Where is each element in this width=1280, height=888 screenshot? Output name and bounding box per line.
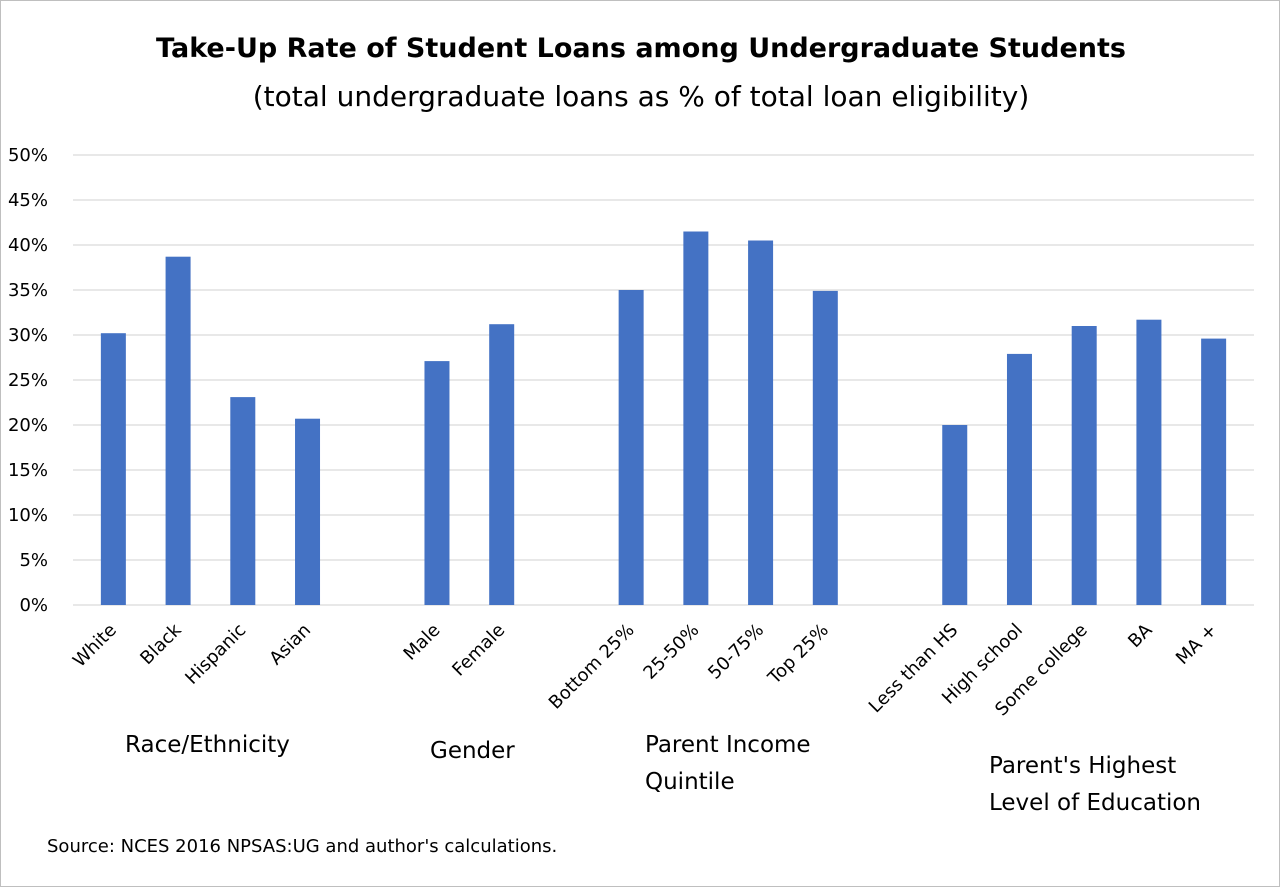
bar (165, 256, 191, 605)
x-tick-label: 25-50% (639, 620, 703, 684)
group-label: Race/Ethnicity (125, 732, 290, 758)
bar (942, 425, 968, 605)
bar (748, 240, 774, 605)
bars (100, 231, 1227, 605)
bar (295, 418, 321, 605)
y-tick-label: 5% (19, 550, 48, 571)
y-tick-label: 0% (19, 595, 48, 616)
x-tick-label: White (69, 620, 121, 672)
chart-subtitle: (total undergraduate loans as % of total… (253, 80, 1030, 113)
bar (489, 324, 515, 605)
source-note: Source: NCES 2016 NPSAS:UG and author's … (47, 836, 557, 857)
bar (683, 231, 709, 605)
group-label: Quintile (645, 769, 735, 795)
group-label: Gender (430, 738, 515, 764)
bar (424, 361, 450, 605)
x-tick-label: Bottom 25% (545, 620, 639, 714)
gridlines (73, 154, 1254, 606)
x-tick-label: Female (448, 620, 509, 681)
x-tick-label: MA + (1172, 620, 1221, 669)
bar (100, 333, 126, 605)
x-tick-label: BA (1124, 619, 1157, 652)
x-tick-label: 50-75% (704, 620, 768, 684)
y-axis: 0% 5% 10% 15% 20% 25% 30% 35% 40% 45% 50% (8, 145, 48, 616)
x-tick-label: Asian (265, 620, 315, 670)
y-tick-label: 20% (8, 415, 48, 436)
y-tick-label: 45% (8, 190, 48, 211)
bar (618, 290, 644, 605)
y-tick-label: 15% (8, 460, 48, 481)
y-tick-label: 35% (8, 280, 48, 301)
x-tick-label: Male (400, 620, 445, 665)
y-tick-label: 40% (8, 235, 48, 256)
y-tick-label: 50% (8, 145, 48, 166)
bar (812, 290, 838, 605)
x-tick-label: Hispanic (181, 620, 250, 689)
group-label: Parent Income (645, 732, 811, 758)
group-label: Level of Education (989, 790, 1201, 816)
y-tick-label: 10% (8, 505, 48, 526)
y-tick-label: 30% (8, 325, 48, 346)
x-tick-label: Top 25% (763, 620, 832, 689)
bar (1201, 338, 1227, 605)
chart-title: Take-Up Rate of Student Loans among Unde… (156, 33, 1126, 64)
bar (1006, 353, 1032, 605)
group-label: Parent's Highest (989, 753, 1176, 779)
group-labels: Race/Ethnicity Gender Parent Income Quintil… (125, 732, 1201, 816)
bar (230, 397, 256, 605)
y-tick-label: 25% (8, 370, 48, 391)
x-tick-label: Black (136, 619, 186, 669)
bar (1071, 326, 1097, 605)
bar (1136, 319, 1162, 605)
